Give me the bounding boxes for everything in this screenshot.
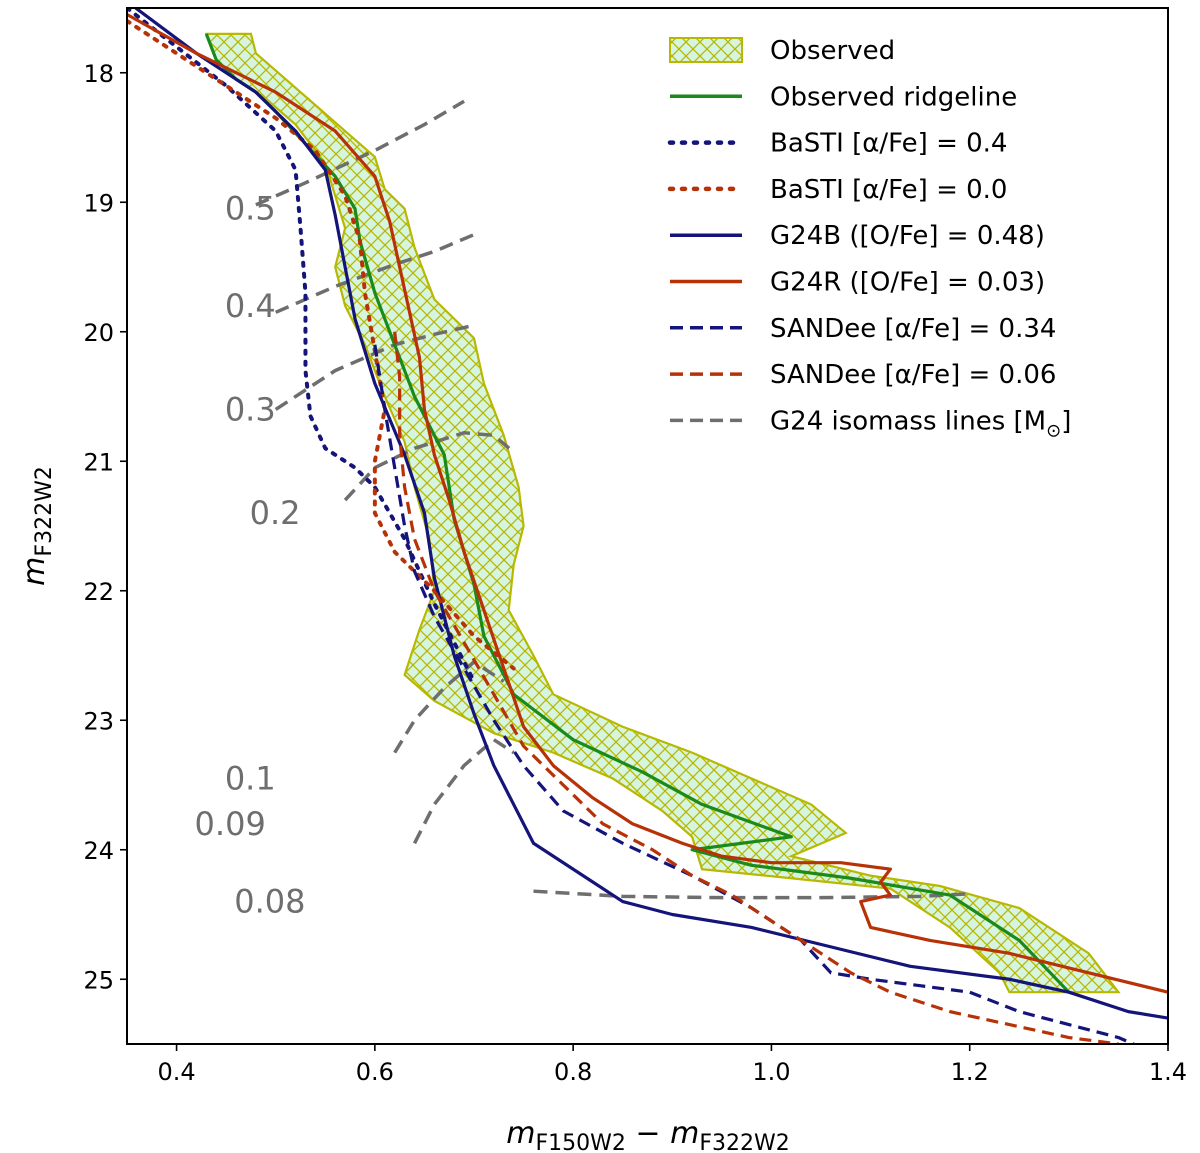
series-line-sandee-fe-0-06 (393, 331, 1119, 1044)
y-tick-label: 21 (83, 448, 114, 476)
x-tick-label: 0.4 (157, 1058, 195, 1086)
x-tick-label: 0.6 (356, 1058, 394, 1086)
isomass-label-0-2: 0.2 (250, 494, 301, 532)
legend-entry-g24r-o-fe-0-03: G24R ([O/Fe] = 0.03) (670, 268, 1045, 298)
series-line-g24r-o-fe-0-03 (127, 13, 1168, 994)
isomass-line-0-1 (393, 659, 505, 754)
legend-label: BaSTI [α/Fe] = 0.0 (770, 175, 1007, 205)
legend-label: G24 isomass lines [M⊙] (770, 406, 1071, 441)
x-tick-label: 0.8 (554, 1058, 592, 1086)
y-tick-label: 19 (83, 189, 114, 217)
isomass-line-0-5 (255, 99, 465, 207)
legend-entry-observed-ridgeline: Observed ridgeline (670, 82, 1017, 112)
y-tick-label: 24 (83, 837, 114, 865)
legend-entry-sandee-fe-0-06: SANDee [α/Fe] = 0.06 (670, 360, 1056, 390)
y-tick-label: 25 (83, 966, 114, 994)
legend-entry-sandee-fe-0-34: SANDee [α/Fe] = 0.34 (670, 314, 1056, 344)
isomass-label-0-1: 0.1 (225, 760, 276, 798)
isomass-label-0-09: 0.09 (195, 805, 266, 843)
isomass-line-0-4 (275, 233, 475, 314)
legend-entry-basti-fe-0-4: BaSTI [α/Fe] = 0.4 (667, 129, 1007, 159)
legend-entry-g24b-o-fe-0-48: G24B ([O/Fe] = 0.48) (670, 221, 1045, 251)
observed-region (204, 32, 1121, 994)
isomass-label-0-3: 0.3 (225, 390, 276, 428)
legend-entry-observed: Observed (669, 36, 895, 66)
y-tick-label: 18 (83, 60, 114, 88)
legend-label: SANDee [α/Fe] = 0.06 (770, 360, 1056, 390)
legend-label: G24B ([O/Fe] = 0.48) (770, 221, 1045, 251)
isomass-line-0-2 (343, 430, 515, 502)
legend-label: G24R ([O/Fe] = 0.03) (770, 268, 1045, 298)
x-tick-label: 1.4 (1149, 1058, 1187, 1086)
y-tick-label: 23 (83, 707, 114, 735)
y-tick-label: 20 (83, 319, 114, 347)
legend-entry-g24-isomass-lines-m: G24 isomass lines [M⊙] (670, 406, 1071, 441)
y-axis-label: mF322W2 (17, 466, 57, 586)
isomass-label-0-5: 0.5 (225, 190, 276, 228)
x-tick-label: 1.2 (951, 1058, 989, 1086)
series-line-sandee-fe-0-34 (373, 344, 1138, 1044)
x-tick-label: 1.0 (752, 1058, 790, 1086)
legend-label: SANDee [α/Fe] = 0.34 (770, 314, 1056, 344)
isomass-label-0-4: 0.4 (225, 287, 276, 325)
svg-text:mF150W2 − mF322W2: mF150W2 − mF322W2 (506, 1116, 790, 1153)
legend-swatch (669, 37, 743, 63)
series-line-g24b-o-fe-0-48 (133, 8, 1168, 1020)
legend-label: Observed (770, 36, 895, 66)
legend-label: BaSTI [α/Fe] = 0.4 (770, 129, 1007, 159)
y-tick-label: 22 (83, 578, 114, 606)
isomass-line-0-08 (533, 889, 970, 900)
legend-label: Observed ridgeline (770, 82, 1017, 112)
isomass-line-0-09 (412, 737, 515, 845)
legend-entry-basti-fe-0-0: BaSTI [α/Fe] = 0.0 (667, 175, 1007, 205)
plot-frame (126, 7, 1169, 1045)
svg-text:mF322W2: mF322W2 (17, 466, 57, 586)
x-axis-label: mF150W2 − mF322W2 (506, 1116, 790, 1153)
isomass-label-0-08: 0.08 (234, 883, 305, 921)
